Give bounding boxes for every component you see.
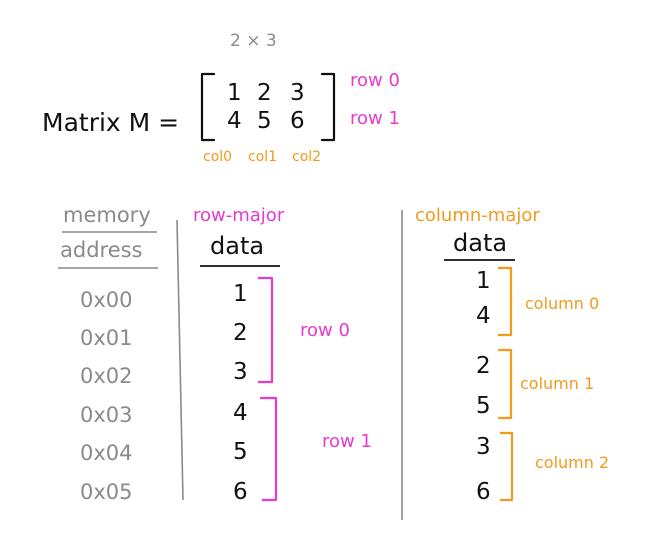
column-major-bracket-0: [498, 266, 513, 337]
column-major-value-5: 6: [476, 479, 491, 505]
column-major-title: column-major: [415, 205, 540, 226]
matrix-cell-1-1: 5: [257, 108, 272, 134]
matrix-row-label-1: row 1: [350, 108, 400, 129]
memory-header-line1: memory: [63, 203, 151, 227]
column-major-group-label-1: column 1: [520, 374, 595, 393]
address-5: 0x05: [80, 480, 133, 504]
row-major-group-label-1: row 1: [322, 431, 372, 452]
address-3: 0x03: [80, 403, 133, 427]
matrix-cell-1-0: 4: [227, 108, 242, 134]
row-major-group-label-0: row 0: [300, 320, 350, 341]
row-major-value-1: 2: [233, 320, 248, 346]
row-major-value-2: 3: [233, 359, 248, 385]
matrix-row-label-0: row 0: [350, 70, 400, 91]
matrix-col-label-0: col0: [203, 149, 233, 165]
row-major-value-3: 4: [233, 400, 248, 426]
row-major-value-4: 5: [233, 439, 248, 465]
matrix-col-label-1: col1: [248, 149, 278, 165]
matrix-cell-0-0: 1: [227, 80, 242, 106]
row-major-bracket-1: [260, 396, 278, 502]
row-major-header: data: [210, 232, 265, 260]
row-major-bracket-0: [258, 276, 274, 384]
matrix-cell-1-2: 6: [290, 108, 305, 134]
row-major-value-5: 6: [233, 479, 248, 505]
matrix-dimensions: 2 × 3: [230, 31, 277, 51]
divider-left: [176, 219, 184, 501]
column-major-group-label-2: column 2: [535, 453, 610, 472]
matrix-right-bracket: [320, 72, 336, 142]
address-1: 0x01: [80, 326, 133, 350]
column-major-value-2: 2: [476, 353, 491, 379]
column-major-value-1: 4: [476, 303, 491, 329]
matrix-col-label-2: col2: [292, 149, 322, 165]
column-major-value-0: 1: [476, 268, 491, 294]
matrix-cell-0-1: 2: [257, 80, 272, 106]
column-major-bracket-2: [500, 431, 514, 502]
column-major-group-label-0: column 0: [525, 294, 600, 313]
row-major-title: row-major: [193, 205, 285, 226]
address-0: 0x00: [80, 288, 133, 312]
column-major-bracket-1: [498, 348, 513, 420]
address-2: 0x02: [80, 364, 133, 388]
matrix-left-bracket: [200, 72, 216, 142]
matrix-cell-0-2: 3: [290, 80, 305, 106]
row-major-value-0: 1: [233, 281, 248, 307]
column-major-header: data: [453, 229, 508, 257]
column-major-value-3: 5: [476, 393, 491, 419]
memory-header-line2: address: [60, 238, 143, 262]
matrix-label: Matrix M =: [42, 108, 180, 137]
address-4: 0x04: [80, 441, 133, 465]
column-major-value-4: 3: [476, 434, 491, 460]
